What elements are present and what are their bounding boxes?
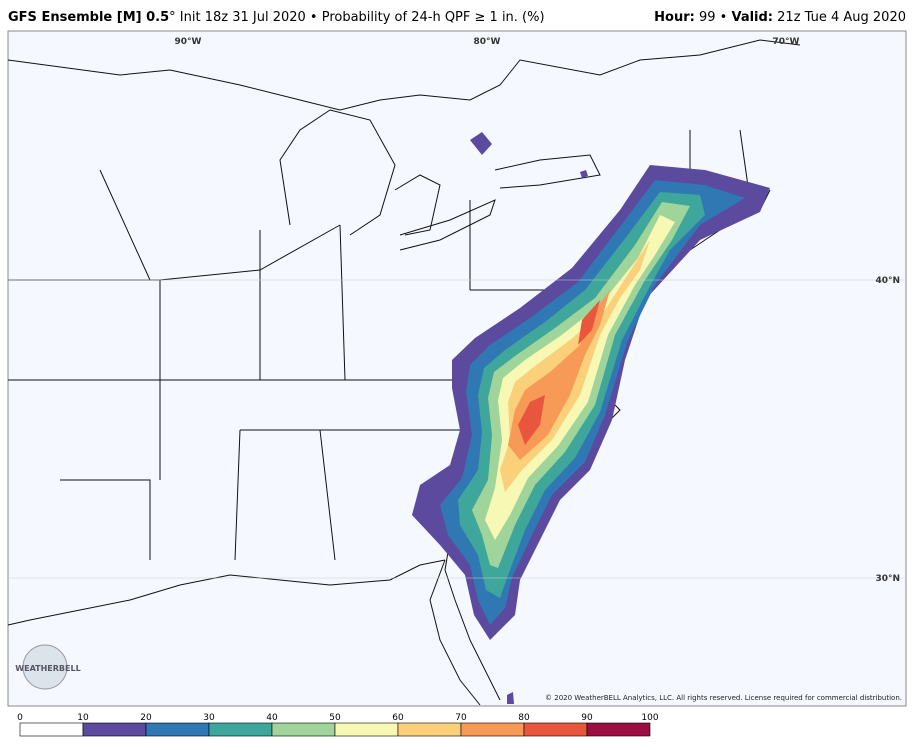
colorbar-segment [523,722,588,737]
colorbar-tick-label: 40 [266,713,278,723]
graticule-lines [8,279,906,579]
colorbar-tick-label: 0 [17,713,23,723]
contour-80 [518,300,600,445]
title-rest: ° Init 18z 31 Jul 2020 • Probability of … [169,10,545,25]
hour-value: 99 • [694,10,732,25]
valid-label: Valid: [731,10,774,25]
title: GFS Ensemble [M] 0.5° Init 18z 31 Jul 20… [8,10,545,25]
colorbar-tick-label: 70 [455,713,467,723]
colorbar-segment [460,722,525,737]
lon-label: 90°W [175,37,202,47]
header: GFS Ensemble [M] 0.5° Init 18z 31 Jul 20… [8,10,906,30]
colorbar-segment [271,722,336,737]
hour-label: Hour: [654,10,695,25]
colorbar-segment [208,722,273,737]
valid-value: 21z Tue 4 Aug 2020 [773,10,906,25]
colorbar-tick-label: 10 [77,713,89,723]
lake-huron [394,174,441,236]
colorbar-segment [397,722,462,737]
colorbar-segment [334,722,399,737]
graticule-labels: 90°W 80°W 70°W 40°N 30°N [175,37,900,584]
logo: WEATHERBELL [15,664,80,673]
colorbar-tick-label: 100 [641,713,658,723]
lake-michigan [279,109,396,236]
colorbar-segment [145,722,210,737]
colorbar-tick-label: 20 [140,713,152,723]
border [7,39,801,111]
lake-erie [399,199,496,251]
colorbar-tick-label: 30 [203,713,215,723]
colorbar-tick-label: 90 [581,713,593,723]
gulf-coast [7,559,446,626]
colorbar-segment [586,722,651,737]
copyright: © 2020 WeatherBELL Analytics, LLC. All r… [545,694,902,702]
lat-label: 30°N [875,574,900,584]
colorbar-segment [82,722,147,737]
colorbar-tick-label: 50 [329,713,341,723]
colorbar-tick-label: 80 [518,713,530,723]
florida-west [429,559,481,706]
lat-label: 40°N [875,276,900,286]
colorbar-segment [19,722,84,737]
probability-field [412,132,770,704]
model: GFS Ensemble [M] 0.5 [8,10,170,25]
valid-info: Hour: 99 • Valid: 21z Tue 4 Aug 2020 [654,10,906,25]
colorbar-tick-label: 60 [392,713,404,723]
logo-globe [22,644,68,690]
lon-label: 70°W [773,37,800,47]
colorbar: 0 10 20 30 40 50 60 70 80 90 100 [17,713,659,737]
lon-label: 80°W [474,37,501,47]
lake-ontario [494,154,601,189]
